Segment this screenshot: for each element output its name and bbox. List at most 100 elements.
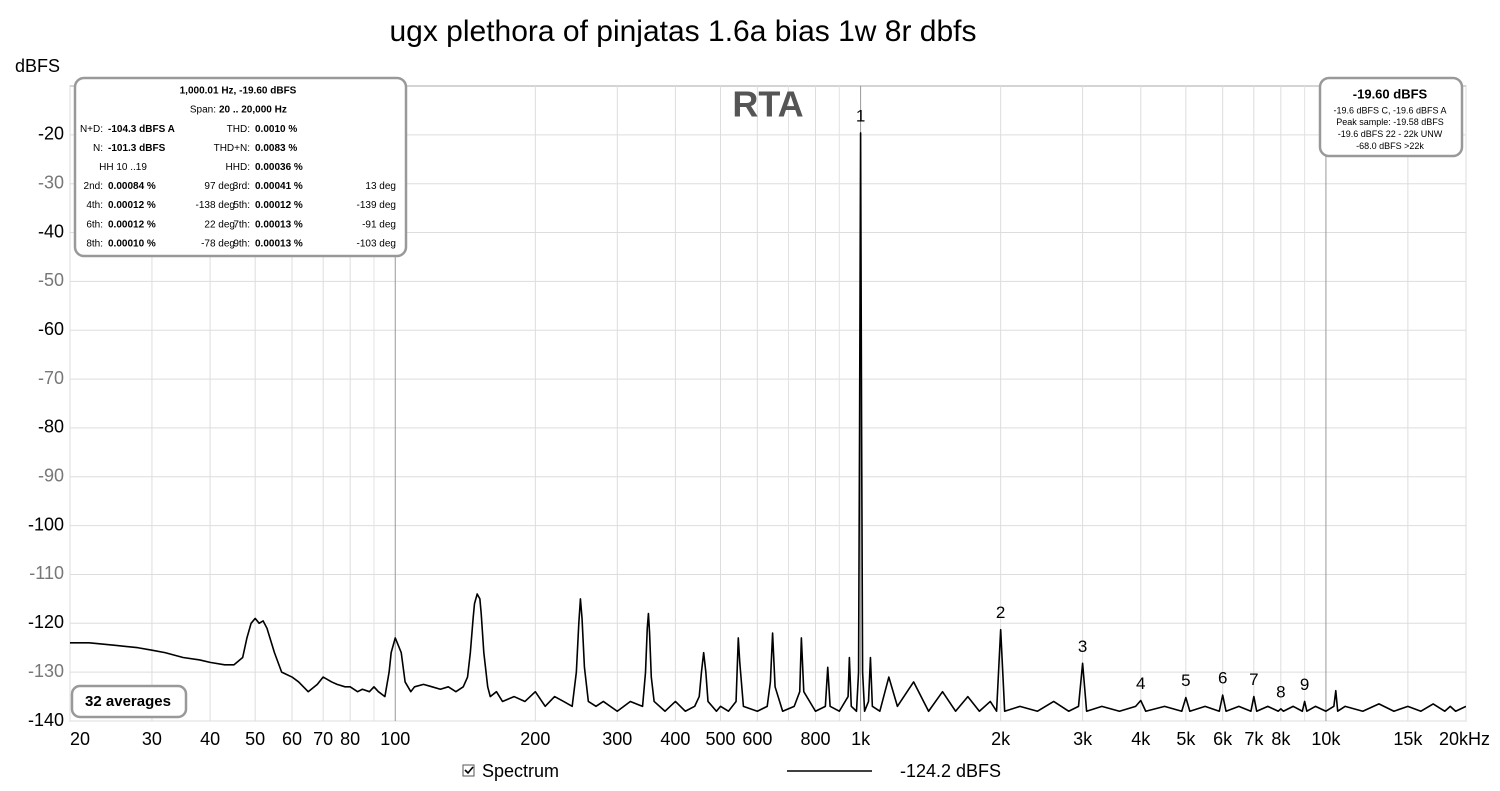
x-tick-label: 1k: [851, 729, 871, 749]
panel-value: -104.3 dBFS A: [108, 124, 175, 135]
panel-value: 0.0010 %: [255, 124, 297, 135]
y-tick-label: -140: [28, 710, 64, 730]
panel-box: [73, 76, 408, 258]
panel-label: HH 10 ..19: [99, 162, 147, 173]
panel-phase: -138 deg: [196, 200, 235, 211]
harmonic-marker: 9: [1300, 675, 1309, 694]
y-tick-label: -80: [38, 417, 64, 437]
x-tick-label: 70: [313, 729, 333, 749]
panel-phase: -103 deg: [357, 238, 396, 249]
level-panel: -19.60 dBFS -19.6 dBFS C, -19.6 dBFS A Pea…: [1318, 76, 1464, 158]
panel-value: 0.00036 %: [255, 162, 303, 173]
y-tick-label: -50: [38, 270, 64, 290]
marks: [70, 132, 1466, 713]
x-tick-label: 300: [602, 729, 632, 749]
y-tick-label: -130: [28, 661, 64, 681]
y-tick-label: -100: [28, 514, 64, 534]
legend-reading: -124.2 dBFS: [900, 761, 1001, 781]
x-tick-label: 800: [800, 729, 830, 749]
y-tick-label: -120: [28, 612, 64, 632]
y-tick-label: -40: [38, 221, 64, 241]
panel-header: 1,000.01 Hz, -19.60 dBFS: [180, 86, 297, 97]
panel-label: THD+N:: [214, 143, 250, 154]
harmonic-marker: 4: [1136, 674, 1145, 693]
panel-label: 7th:: [233, 219, 250, 230]
x-tick-label: 200: [520, 729, 550, 749]
checkbox-tick: [464, 766, 474, 775]
harmonic-marker: 7: [1249, 670, 1258, 689]
panel-value: 0.00012 %: [108, 200, 156, 211]
x-tick-label: 100: [380, 729, 410, 749]
level-line: -68.0 dBFS >22k: [1356, 141, 1424, 151]
panel-value: 0.0083 %: [255, 143, 297, 154]
panel-label: 6th:: [86, 219, 103, 230]
panel-phase: 97 deg: [204, 181, 235, 192]
panel-phase: -91 deg: [362, 219, 396, 230]
panel-phase: -78 deg: [201, 238, 235, 249]
level-line: Peak sample: -19.58 dBFS: [1336, 117, 1444, 127]
x-tick-label: 20: [70, 729, 90, 749]
x-tick-label: 7k: [1244, 729, 1264, 749]
chart-title: ugx plethora of pinjatas 1.6a bias 1w 8r…: [389, 15, 976, 48]
x-tick-label: 80: [340, 729, 360, 749]
x-tick-label: 10k: [1311, 729, 1341, 749]
x-tick-label: 600: [742, 729, 772, 749]
panel-phase: 22 deg: [204, 219, 235, 230]
measurement-panel: 1,000.01 Hz, -19.60 dBFS Span: 20 .. 20,00…: [73, 76, 408, 258]
harmonic-marker: 6: [1218, 669, 1227, 688]
panel-label: 4th:: [86, 200, 103, 211]
x-tick-label: 50: [245, 729, 265, 749]
panel-value: 0.00012 %: [108, 219, 156, 230]
x-tick-label: 6k: [1213, 729, 1233, 749]
grid: [69, 86, 1467, 722]
panel-value: 0.00010 %: [108, 238, 156, 249]
panel-value: 0.00084 %: [108, 181, 156, 192]
panel-label: HHD:: [226, 162, 250, 173]
x-tick-label: 2k: [991, 729, 1011, 749]
legend-checkbox[interactable]: [462, 764, 475, 777]
x-tick-label: 8k: [1271, 729, 1291, 749]
x-tick-label: 15k: [1393, 729, 1423, 749]
panel-value: 0.00041 %: [255, 181, 303, 192]
panel-value: -101.3 dBFS: [108, 143, 166, 154]
panel-label: N+D:: [80, 124, 103, 135]
y-tick-label: -70: [38, 368, 64, 388]
y-axis-label: dBFS: [15, 56, 60, 76]
panel-label: 9th:: [233, 238, 250, 249]
harmonic-marker: 2: [996, 603, 1005, 622]
panel-phase: -139 deg: [357, 200, 396, 211]
x-tick-label: 4k: [1131, 729, 1151, 749]
harmonic-marker: 3: [1078, 637, 1087, 656]
x-tick-label: 5k: [1176, 729, 1196, 749]
panel-value: 20 .. 20,000 Hz: [219, 105, 287, 116]
panel-phase: 13 deg: [365, 181, 396, 192]
harmonic-marker: 1: [856, 106, 865, 125]
level-headline: -19.60 dBFS: [1353, 86, 1428, 101]
x-tick-label: 500: [705, 729, 735, 749]
panel-box: [1318, 76, 1464, 158]
harmonic-marker: 5: [1181, 671, 1190, 690]
panel-value: 0.00012 %: [255, 200, 303, 211]
panel-label: 8th:: [86, 238, 103, 249]
y-tick-label: -110: [29, 563, 64, 583]
spectrum-line: [70, 132, 1466, 713]
harmonic-marker: 8: [1276, 682, 1285, 701]
y-tick-label: -20: [38, 124, 64, 144]
panel-value: 0.00013 %: [255, 238, 303, 249]
x-tick-label: 20kHz: [1439, 729, 1490, 749]
panel-label: 5th:: [233, 200, 250, 211]
x-tick-label: 30: [142, 729, 162, 749]
x-tick-label: 400: [660, 729, 690, 749]
x-tick-label: 40: [200, 729, 220, 749]
watermark: RTA: [732, 84, 803, 125]
labels: -140 -130 -120 -110 -100 -90 -80 -70 -60 -50 -40 -3…: [28, 106, 1490, 748]
x-tick-label: 3k: [1073, 729, 1093, 749]
panel-label: Span:: [190, 105, 216, 116]
averages-label: 32 averages: [85, 693, 171, 710]
panel-label: 2nd:: [84, 181, 103, 192]
level-line: -19.6 dBFS C, -19.6 dBFS A: [1333, 105, 1446, 115]
panel-value: 0.00013 %: [255, 219, 303, 230]
averages-box: [70, 684, 188, 719]
legend-label: Spectrum: [482, 761, 559, 781]
